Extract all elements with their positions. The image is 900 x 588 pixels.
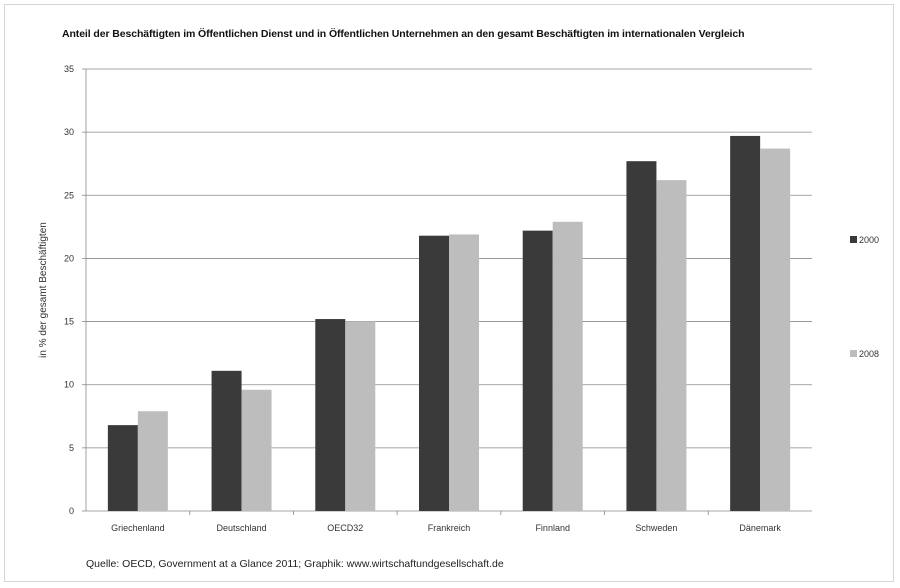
labels: 0 5 10 15 20 25 30 35 Griechenland Deutschland OEC… [38, 64, 781, 533]
legend-swatch-2008 [850, 350, 857, 357]
y-tick-label: 25 [64, 190, 74, 200]
bars [107, 135, 791, 512]
x-tick-label: Dänemark [739, 523, 781, 533]
y-tick-label: 0 [69, 506, 74, 516]
x-tick-label: Schweden [635, 523, 677, 533]
x-tick-label: Deutschland [217, 523, 267, 533]
x-tick-label: OECD32 [327, 523, 363, 533]
bar-2000 [315, 319, 346, 511]
legend: 2000 2008 [850, 235, 879, 359]
y-tick-label: 35 [64, 64, 74, 74]
bar-2000 [626, 161, 657, 511]
x-tick-label: Griechenland [111, 523, 165, 533]
bar-2008 [760, 148, 791, 511]
bar-2008 [241, 389, 272, 511]
bar-2000 [107, 425, 138, 511]
legend-label-2000: 2000 [859, 235, 879, 245]
bar-2008 [137, 411, 168, 511]
y-tick-label: 20 [64, 253, 74, 263]
y-tick-label: 15 [64, 317, 74, 327]
y-tick-label: 10 [64, 380, 74, 390]
y-tick-label: 30 [64, 127, 74, 137]
source-note: Quelle: OECD, Government at a Glance 201… [86, 558, 504, 570]
bar-2000 [419, 235, 449, 511]
x-tick-label: Frankreich [428, 523, 471, 533]
y-axis-label: in % der gesamt Beschäftigten [38, 222, 49, 358]
bar-2008 [552, 221, 583, 511]
bar-2000 [730, 135, 761, 511]
x-tick-label: Finnland [535, 523, 570, 533]
bar-2008 [449, 234, 479, 512]
bar-2000 [211, 370, 242, 511]
bar-2000 [522, 230, 553, 511]
legend-label-2008: 2008 [859, 349, 879, 359]
legend-swatch-2000 [850, 236, 857, 243]
bar-2008 [345, 321, 376, 511]
y-tick-label: 5 [69, 443, 74, 453]
bar-2008 [656, 180, 687, 512]
chart-title: Anteil der Beschäftigten im Öffentlichen… [62, 28, 745, 40]
